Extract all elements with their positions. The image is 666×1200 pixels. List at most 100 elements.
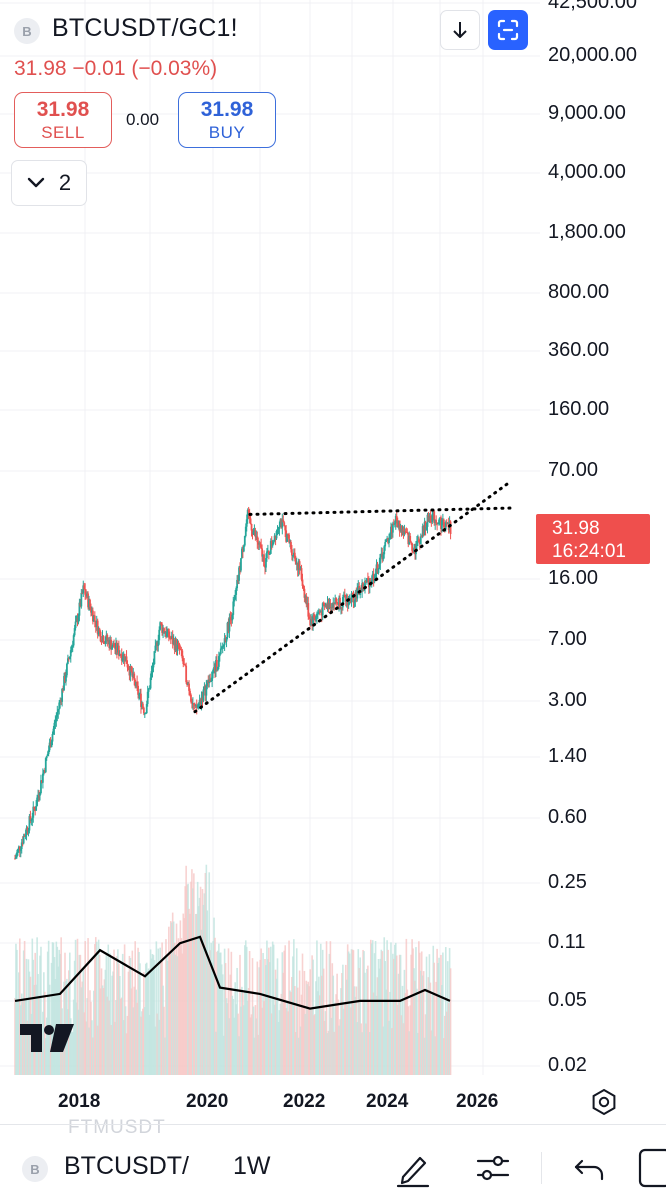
volume-bar (24, 999, 27, 1075)
candle-body (372, 573, 375, 581)
volume-bar (417, 1032, 419, 1075)
volume-bar (134, 941, 136, 1075)
volume-bar (58, 949, 61, 1075)
candle-body (279, 519, 282, 528)
volume-bars (14, 864, 452, 1075)
candle-body (54, 721, 57, 723)
symbol-title[interactable]: BTCUSDT/GC1! (52, 14, 238, 42)
volume-bar (291, 976, 293, 1075)
volume-bar (285, 1008, 287, 1075)
candle-body (306, 603, 309, 605)
volume-bar (165, 939, 167, 1075)
candle-body (242, 545, 245, 552)
volume-bar (369, 939, 372, 1075)
candle-body (434, 519, 437, 524)
candle-body (444, 522, 447, 530)
candle-body (61, 689, 64, 702)
download-button[interactable] (440, 10, 480, 50)
settings-icon[interactable] (590, 1088, 618, 1116)
volume-bar (319, 943, 322, 1075)
candle-body (283, 522, 286, 527)
candle-body (264, 566, 266, 568)
candle-body (91, 610, 93, 613)
volume-bar (268, 947, 270, 1075)
volume-bar (335, 994, 337, 1075)
candle-body (292, 552, 295, 556)
volume-bar (390, 942, 392, 1075)
candle-body (348, 597, 351, 600)
candle-body (59, 700, 62, 703)
volume-bar (177, 938, 180, 1075)
candle-body (142, 707, 145, 714)
candle-body (336, 602, 339, 604)
candle-body (430, 520, 433, 523)
candles (14, 506, 452, 860)
volume-bar (158, 1019, 161, 1075)
more-panel-icon[interactable] (638, 1146, 666, 1190)
candle-body (436, 522, 439, 525)
volume-bar (187, 883, 189, 1075)
volume-bar (132, 1007, 135, 1075)
candle-body (118, 654, 121, 656)
candle-body (104, 641, 107, 644)
candle-body (347, 599, 350, 606)
volume-bar (378, 968, 381, 1075)
buy-button[interactable]: 31.98 BUY (178, 92, 276, 148)
interval-button[interactable]: 1W (233, 1152, 271, 1180)
volume-bar (444, 947, 447, 1075)
volume-bar (87, 938, 89, 1075)
fullscreen-button[interactable] (488, 10, 528, 50)
volume-bar (73, 960, 76, 1075)
candle-body (164, 632, 166, 634)
volume-bar (400, 1015, 403, 1075)
candle-body (234, 594, 237, 600)
candle-body (419, 536, 422, 545)
volume-bar (350, 949, 353, 1075)
sell-button[interactable]: 31.98 SELL (14, 92, 112, 148)
candle-body (247, 509, 250, 513)
volume-bar (269, 946, 272, 1075)
chevron-down-icon (27, 177, 45, 188)
volume-bar (310, 1009, 312, 1075)
candle-body (252, 531, 255, 535)
volume-bar (298, 970, 301, 1075)
volume-bar (80, 987, 83, 1075)
volume-bar (331, 963, 334, 1075)
toolbar-symbol-button[interactable]: BTCUSDT/ (64, 1152, 189, 1180)
candle-body (399, 525, 402, 532)
volume-bar (76, 938, 79, 1075)
candle-body (351, 593, 354, 595)
volume-bar (176, 956, 179, 1075)
volume-bar (90, 1001, 92, 1075)
volume-bar (115, 1000, 117, 1075)
candle-body (227, 622, 230, 632)
volume-bar (152, 955, 155, 1075)
volume-bar (363, 951, 365, 1075)
candle-body (318, 611, 321, 613)
volume-bar (353, 986, 356, 1075)
candle-body (98, 628, 101, 632)
candle-body (162, 628, 164, 633)
buy-price: 31.98 (200, 97, 254, 121)
candle-body (150, 671, 153, 678)
indicators-collapse-button[interactable]: 2 (11, 160, 87, 206)
volume-bar (59, 953, 61, 1075)
volume-bar (194, 936, 196, 1075)
candle-body (431, 513, 434, 523)
indicators-icon[interactable] (474, 1150, 514, 1186)
volume-bar (360, 1023, 362, 1075)
candle-body (433, 511, 436, 524)
volume-bar (300, 994, 303, 1075)
volume-bar (409, 1005, 411, 1075)
volume-bar (442, 952, 444, 1075)
drawing-tool-icon[interactable] (394, 1148, 434, 1188)
volume-bar (198, 897, 201, 1075)
candle-body (438, 519, 440, 524)
candle-body (204, 686, 207, 696)
volume-bar (178, 945, 181, 1075)
candle-body (338, 597, 340, 606)
candle-body (353, 601, 356, 603)
undo-icon[interactable] (572, 1152, 608, 1184)
candle-body (364, 580, 366, 588)
